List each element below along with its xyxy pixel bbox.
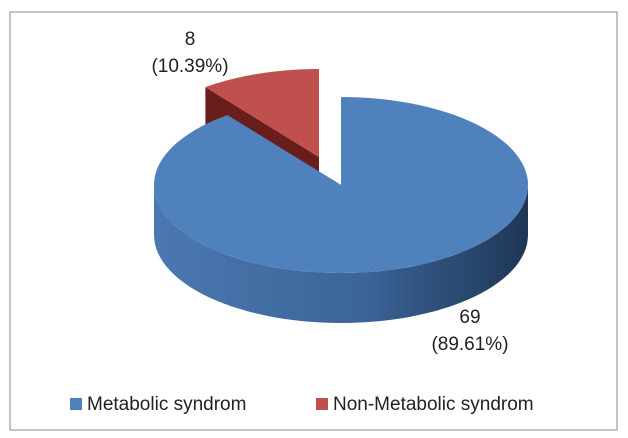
legend-label: Metabolic syndrom [87,394,246,415]
data-label: 69 [459,307,480,328]
legend-swatch [316,398,328,410]
data-label: 8 [185,29,196,50]
legend: Metabolic syndrom Non-Metabolic syndrom [70,394,534,415]
pie [154,69,528,323]
data-label-percent: (89.61%) [431,334,508,355]
slice [154,97,528,273]
labels: 69 (89.61%) 8 (10.39%) [151,29,508,355]
data-label-percent: (10.39%) [151,56,228,77]
slice [205,69,319,157]
slice-wall [154,185,528,323]
legend-swatch [70,398,82,410]
legend-label: Non-Metabolic syndrom [333,394,534,415]
